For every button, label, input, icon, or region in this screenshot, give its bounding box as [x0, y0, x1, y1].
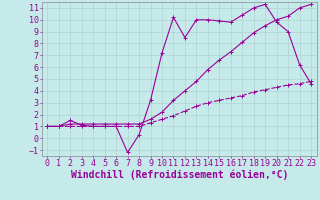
- X-axis label: Windchill (Refroidissement éolien,°C): Windchill (Refroidissement éolien,°C): [70, 169, 288, 180]
